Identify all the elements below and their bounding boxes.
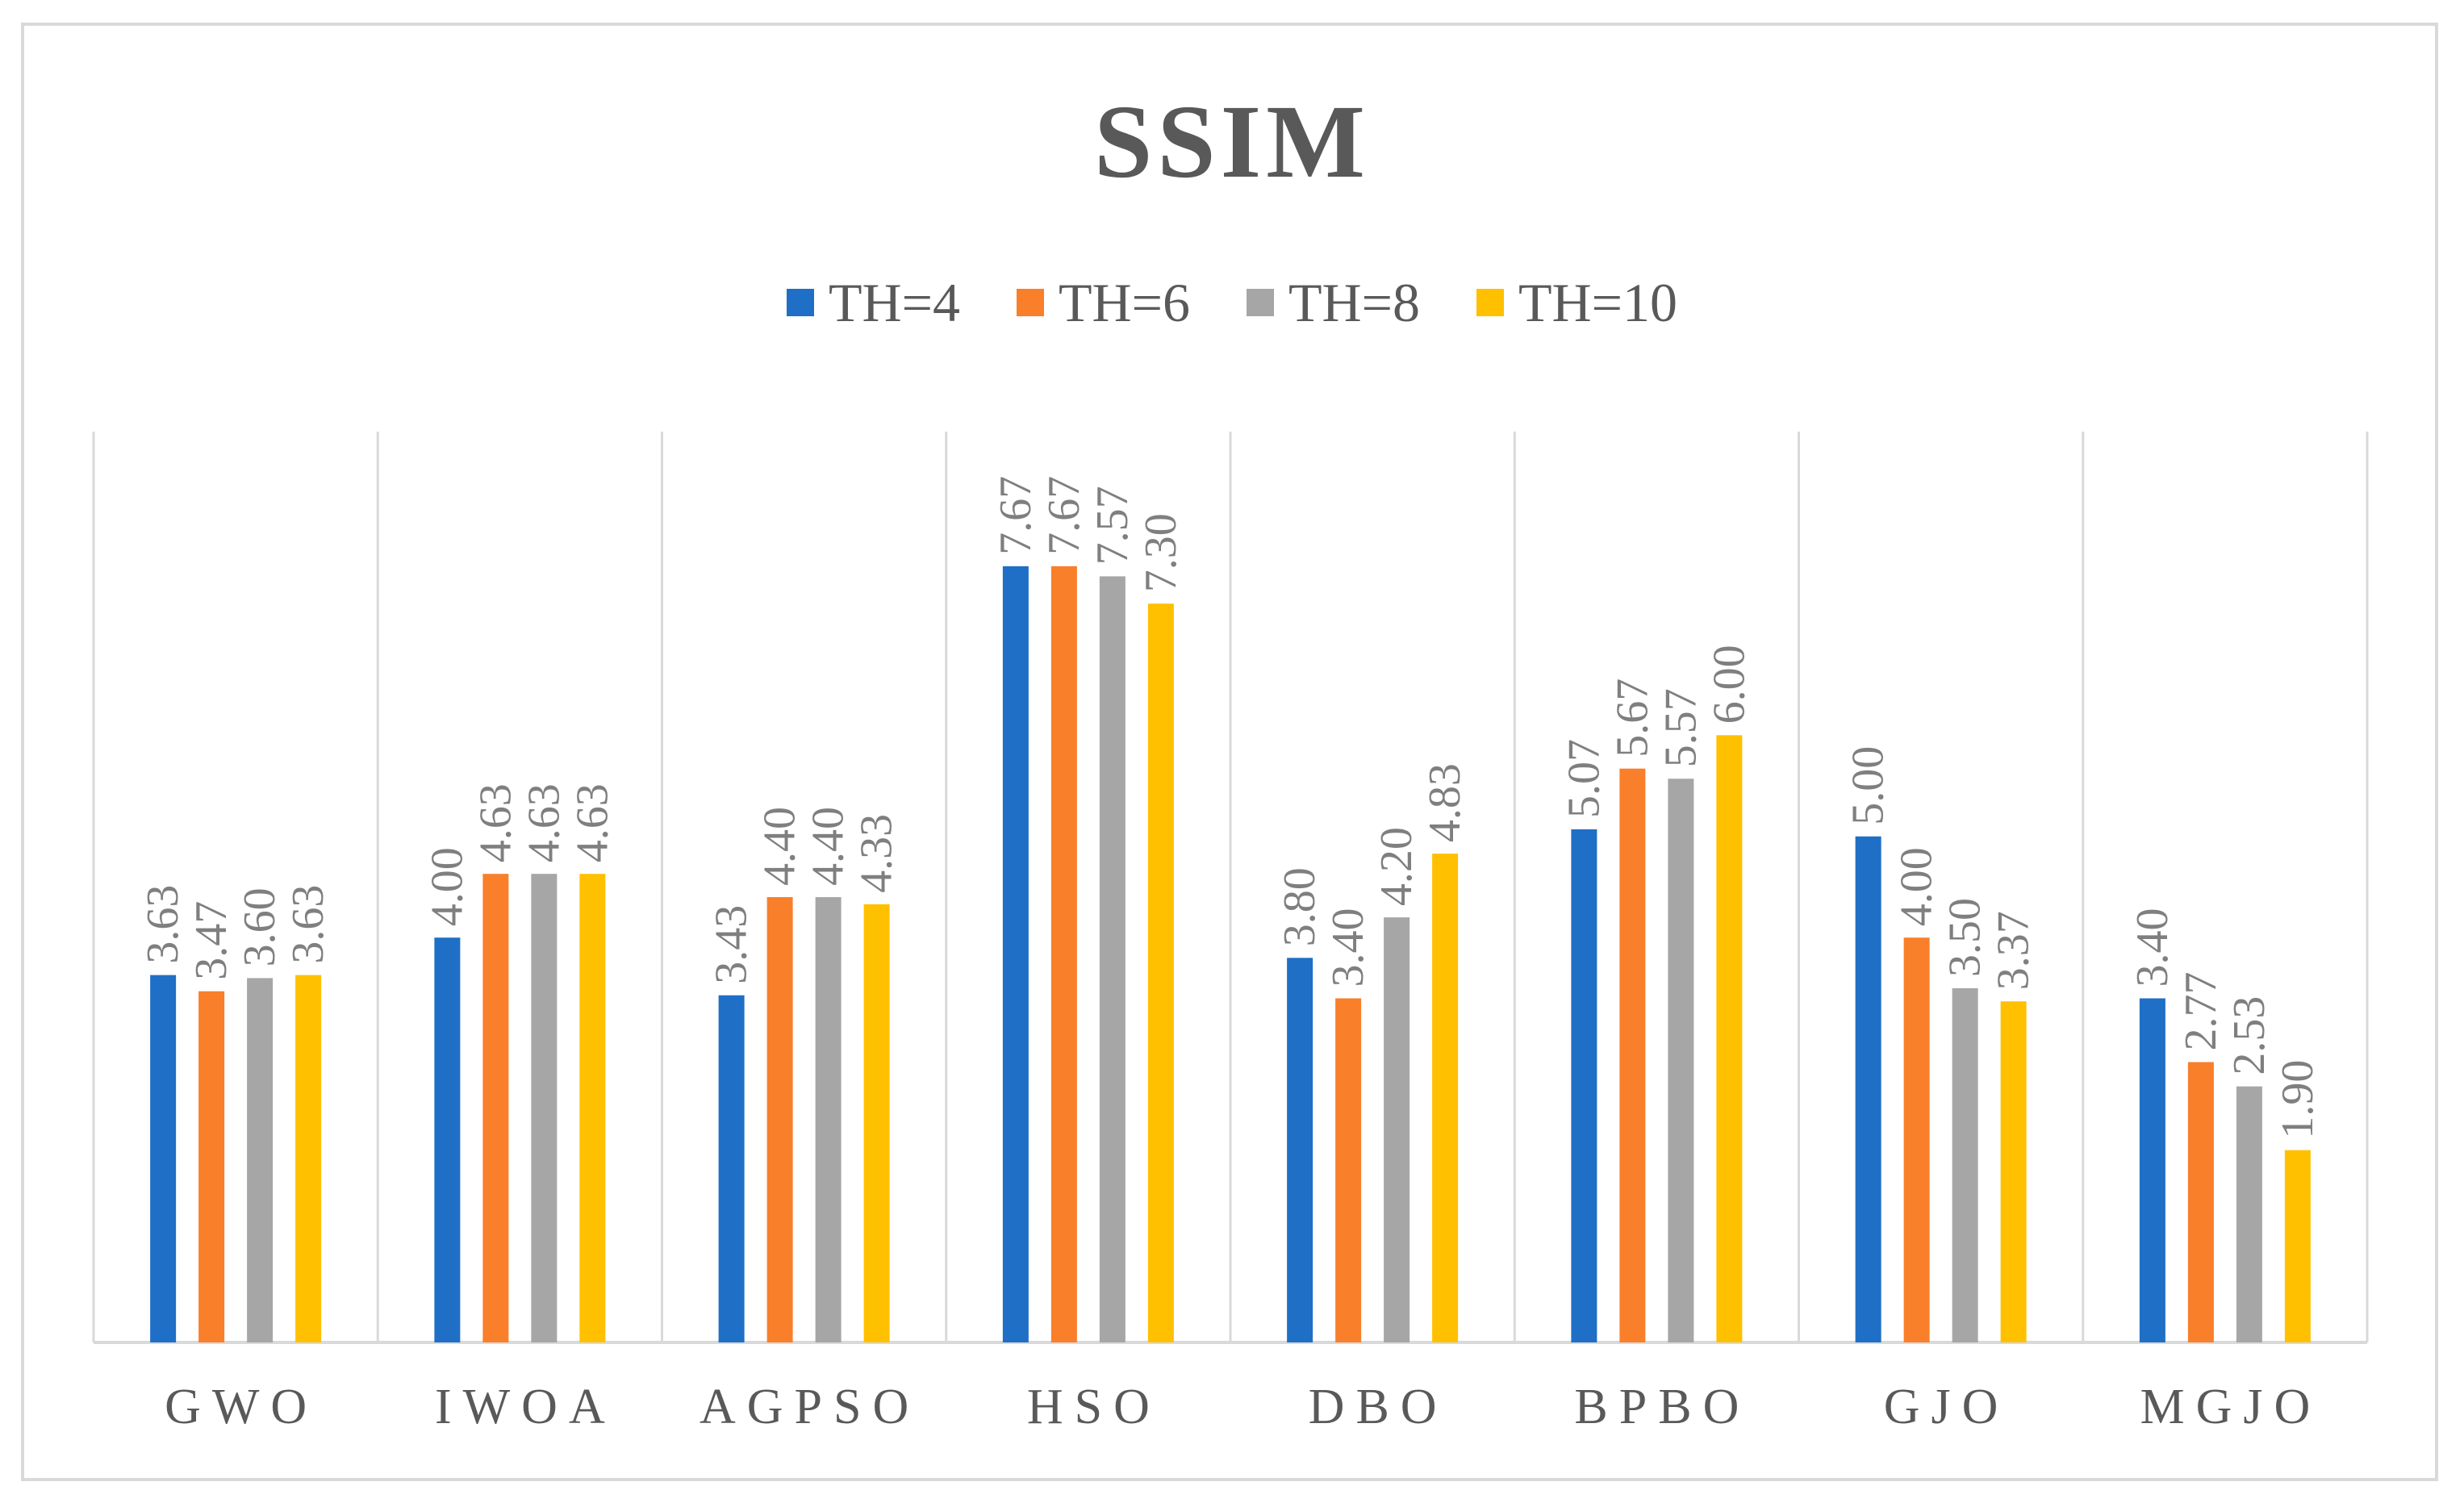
- bar-TH10-GWO: [295, 975, 322, 1342]
- x-tick-label: HSO: [1027, 1380, 1161, 1434]
- x-tick-label: IWOA: [435, 1380, 616, 1434]
- legend-label-th6: TH=6: [1059, 271, 1190, 333]
- x-tick-label: DBO: [1309, 1380, 1448, 1434]
- bar-TH8-GJO: [1952, 987, 1978, 1342]
- data-label: 6.00: [1704, 645, 1754, 724]
- data-label: 7.30: [1136, 513, 1186, 592]
- data-label: 4.00: [1892, 847, 1942, 926]
- legend-label-th10: TH=10: [1518, 271, 1677, 333]
- bar-TH6-BPBO: [1619, 768, 1646, 1342]
- data-label: 4.40: [755, 807, 805, 886]
- data-label: 1.90: [2273, 1060, 2323, 1139]
- data-label: 4.83: [1420, 763, 1470, 842]
- data-label: 5.57: [1656, 688, 1706, 767]
- legend-swatch-th10: [1476, 289, 1504, 316]
- data-label: 4.00: [422, 847, 472, 926]
- bar-TH10-HSO: [1147, 603, 1174, 1342]
- data-label: 3.50: [1940, 898, 1990, 977]
- chart-legend: TH=4 TH=6 TH=8 TH=10: [0, 266, 2464, 339]
- data-label: 3.47: [186, 901, 236, 980]
- bar-TH4-GWO: [150, 975, 177, 1342]
- bar-TH8-HSO: [1099, 576, 1126, 1342]
- data-label: 2.53: [2224, 996, 2274, 1075]
- bar-TH8-BPBO: [1668, 779, 1694, 1342]
- bar-TH4-DBO: [1287, 958, 1313, 1342]
- x-tick-label: GJO: [1884, 1380, 2010, 1434]
- bar-TH10-MGJO: [2284, 1150, 2311, 1342]
- x-tick-label: AGPSO: [700, 1380, 920, 1434]
- bar-TH10-BPBO: [1716, 735, 1743, 1342]
- data-label: 3.63: [138, 885, 188, 964]
- legend-entry-th10[interactable]: TH=10: [1476, 271, 1677, 335]
- data-label: 7.57: [1088, 486, 1138, 565]
- data-label: 4.63: [567, 783, 617, 862]
- bar-TH6-MGJO: [2187, 1062, 2214, 1342]
- bar-TH10-IWOA: [579, 874, 606, 1342]
- bar-TH4-MGJO: [2139, 998, 2165, 1342]
- bar-TH6-GWO: [198, 991, 225, 1342]
- data-label: 5.00: [1844, 746, 1894, 825]
- bar-TH4-AGPSO: [718, 995, 745, 1342]
- legend-entry-th8[interactable]: TH=8: [1247, 271, 1420, 335]
- bar-TH4-GJO: [1855, 836, 1881, 1342]
- data-label: 4.33: [852, 814, 902, 893]
- data-label: 3.43: [707, 905, 757, 984]
- bar-TH8-IWOA: [531, 874, 558, 1342]
- data-label: 4.63: [519, 783, 569, 862]
- data-label: 3.63: [283, 885, 333, 964]
- data-label: 2.77: [2176, 972, 2226, 1051]
- chart-title: SSIM: [1094, 84, 1370, 200]
- data-label: 7.67: [991, 476, 1041, 555]
- bar-TH8-GWO: [247, 978, 274, 1342]
- data-label: 4.63: [470, 783, 520, 862]
- bar-TH6-IWOA: [482, 874, 509, 1342]
- bar-TH10-AGPSO: [863, 904, 890, 1342]
- data-label: 7.67: [1039, 476, 1089, 555]
- data-label: 5.07: [1559, 739, 1609, 818]
- x-tick-label: BPBO: [1574, 1380, 1750, 1434]
- legend-swatch-th8: [1247, 289, 1274, 316]
- bar-TH8-MGJO: [2236, 1086, 2262, 1342]
- data-label: 3.40: [2128, 908, 2178, 987]
- legend-swatch-th6: [1017, 289, 1044, 316]
- legend-entry-th6[interactable]: TH=6: [1017, 271, 1190, 335]
- bar-TH4-IWOA: [434, 937, 461, 1342]
- legend-label-th8: TH=8: [1288, 271, 1420, 333]
- data-label: 3.60: [235, 887, 285, 966]
- bar-TH6-HSO: [1050, 566, 1077, 1342]
- x-tick-label: GWO: [165, 1380, 318, 1434]
- x-tick-label: MGJO: [2140, 1380, 2321, 1434]
- data-label: 3.40: [1323, 908, 1373, 987]
- bar-TH10-GJO: [2000, 1001, 2027, 1342]
- bar-TH4-HSO: [1002, 566, 1029, 1342]
- legend-label-th4: TH=4: [829, 271, 960, 333]
- bar-TH6-DBO: [1335, 998, 1362, 1342]
- data-label: 4.40: [804, 807, 854, 886]
- bar-TH6-GJO: [1903, 937, 1930, 1342]
- data-label: 3.80: [1275, 867, 1325, 946]
- legend-swatch-th4: [787, 289, 814, 316]
- bar-TH10-DBO: [1432, 854, 1459, 1342]
- data-label: 4.20: [1372, 827, 1422, 906]
- bar-TH4-BPBO: [1571, 829, 1597, 1342]
- bar-TH8-AGPSO: [815, 897, 842, 1342]
- bar-TH6-AGPSO: [766, 897, 793, 1342]
- legend-entry-th4[interactable]: TH=4: [787, 271, 960, 335]
- data-label: 3.37: [1989, 911, 2039, 990]
- bar-TH8-DBO: [1384, 917, 1410, 1342]
- data-label: 5.67: [1607, 678, 1657, 758]
